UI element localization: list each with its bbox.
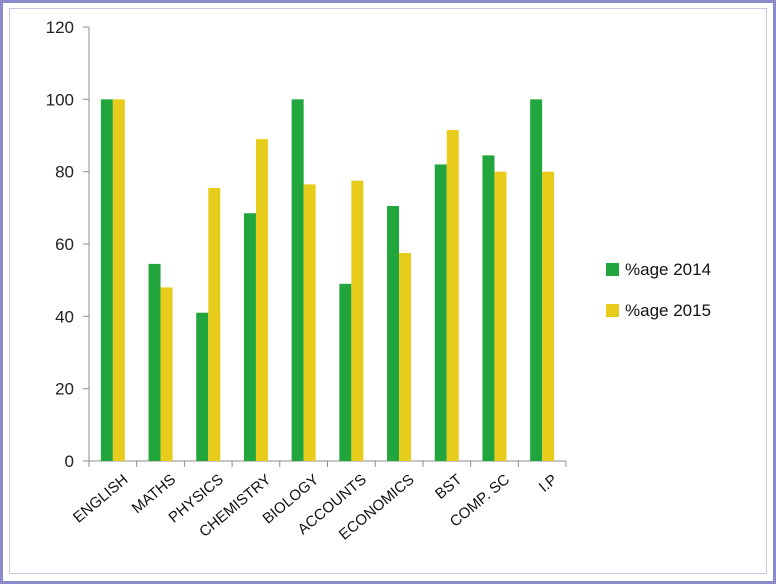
y-tick-label: 100: [46, 90, 74, 109]
bar-2014: [339, 283, 352, 461]
legend-label: %age 2014: [625, 260, 711, 279]
bar-2015: [446, 130, 459, 461]
bar-2015: [208, 187, 221, 462]
legend: %age 2014 %age 2015: [606, 260, 711, 320]
y-tick-label: 20: [55, 380, 74, 399]
y-tick-label: 40: [55, 307, 74, 326]
bar-2014: [482, 155, 495, 461]
y-tick-label: 0: [65, 452, 74, 471]
bar-2015: [255, 139, 268, 461]
bar-2014: [387, 206, 400, 461]
bar-2014: [434, 164, 447, 461]
legend-swatch: [606, 304, 619, 317]
y-tick-label: 120: [46, 18, 74, 37]
category-labels: ENGLISHMATHSPHYSICSCHEMISTRYBIOLOGYACCOU…: [70, 471, 561, 544]
bar-2014: [100, 99, 113, 461]
legend-swatch: [606, 263, 619, 276]
bar-2015: [160, 287, 173, 461]
x-category-label: BST: [432, 471, 465, 503]
bar-2015: [351, 180, 364, 462]
x-category-label: ENGLISH: [70, 471, 131, 526]
bar-2014: [243, 213, 256, 461]
bar-2015: [399, 253, 412, 461]
y-tick-label: 60: [55, 235, 74, 254]
bar-2015: [112, 99, 125, 461]
bar-2015: [494, 171, 507, 461]
x-category-label: I.P: [536, 471, 561, 496]
bar-2014: [148, 263, 161, 461]
bar-2014: [196, 312, 209, 461]
legend-label: %age 2015: [625, 301, 711, 320]
y-tick-label: 80: [55, 163, 74, 182]
bars: [100, 99, 555, 462]
bar-2015: [542, 171, 555, 461]
bar-2014: [530, 99, 543, 461]
bar-2014: [291, 99, 304, 461]
bar-2015: [303, 184, 316, 461]
